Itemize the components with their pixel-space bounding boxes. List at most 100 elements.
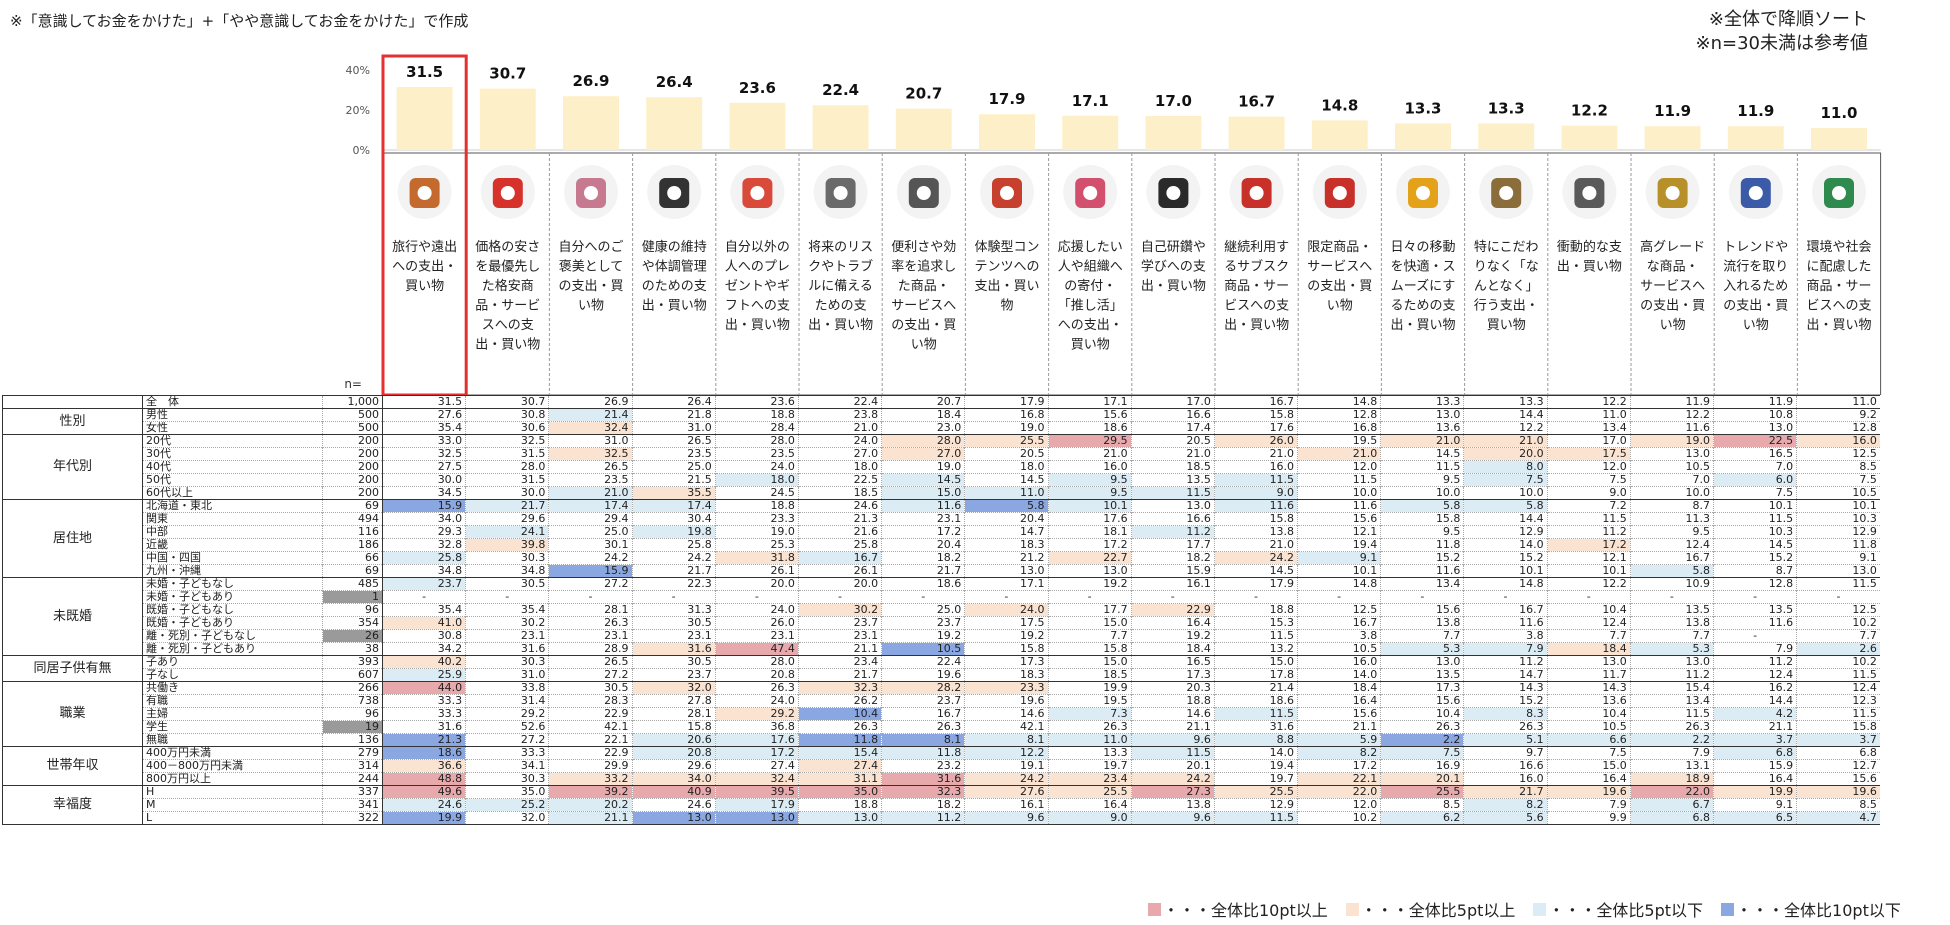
- table-cell: 16.5: [1130, 655, 1215, 669]
- table-cell: 35.0: [797, 785, 882, 799]
- table-cell: 16.4: [1297, 694, 1381, 708]
- category-label: 買い物: [1071, 338, 1110, 353]
- row-label: 北海道・東北: [142, 499, 323, 513]
- category-label: 人へのプレ: [725, 260, 790, 275]
- table-cell: -: [1712, 590, 1797, 604]
- table-cell: 7.0: [1712, 460, 1797, 474]
- table-cell: 18.3: [964, 668, 1048, 682]
- table-cell: 18.2: [881, 551, 965, 565]
- table-cell: 23.1: [548, 629, 633, 643]
- table-cell: 23.7: [881, 616, 965, 630]
- table-cell: 12.5: [1297, 603, 1381, 617]
- table-cell: 23.5: [714, 447, 799, 461]
- table-cell: 11.0: [1796, 395, 1880, 409]
- table-cell: 16.0: [1297, 655, 1381, 669]
- table-cell: 10.0: [1380, 486, 1464, 500]
- note-sort: ※全体で降順ソート: [1708, 9, 1868, 30]
- table-cell: 21.1: [1712, 720, 1797, 734]
- table-cell: 7.5: [1796, 473, 1880, 487]
- table-cell: 2.2: [1629, 733, 1714, 747]
- table-cell: 27.0: [881, 447, 965, 461]
- table-cell: 30.2: [465, 616, 549, 630]
- category-label: 出・買い物: [642, 299, 707, 314]
- row-label: 50代: [142, 473, 323, 487]
- table-cell: 21.0: [1213, 447, 1298, 461]
- sample-size: 500: [322, 421, 383, 435]
- table-cell: 24.2: [1130, 772, 1215, 786]
- bar: [1311, 120, 1368, 150]
- table-cell: 12.2: [964, 746, 1048, 760]
- table-cell: 12.0: [1297, 460, 1381, 474]
- table-cell: 21.3: [797, 512, 882, 526]
- table-cell: 18.6: [1213, 694, 1298, 708]
- category-label: 限定商品・: [1307, 240, 1372, 255]
- table-cell: 19.2: [1130, 629, 1215, 643]
- table-cell: 8.3: [1463, 707, 1548, 721]
- table-cell: 18.8: [1213, 603, 1298, 617]
- category-label: 行う支出・: [1474, 299, 1539, 314]
- table-cell: 13.0: [1629, 447, 1714, 461]
- table-cell: 42.1: [964, 720, 1048, 734]
- table-cell: 19.7: [1213, 772, 1298, 786]
- table-cell: 14.5: [881, 473, 965, 487]
- table-cell: 20.8: [714, 668, 799, 682]
- category-label: 環境や社会: [1806, 239, 1871, 255]
- table-cell: 12.4: [1629, 538, 1714, 552]
- table-cell: 14.8: [1297, 577, 1381, 591]
- table-cell: -: [797, 590, 882, 604]
- legend-swatch: [1148, 902, 1161, 916]
- table-cell: 15.8: [1796, 720, 1880, 734]
- table-cell: 11.5: [1297, 473, 1381, 487]
- table-cell: 5.1: [1463, 733, 1548, 747]
- table-cell: 14.5: [964, 473, 1048, 487]
- table-cell: 24.1: [465, 525, 549, 539]
- table-cell: 7.3: [1047, 707, 1132, 721]
- table-cell: 26.3: [714, 681, 799, 695]
- table-cell: 19.1: [964, 759, 1048, 773]
- table-cell: 12.5: [1796, 447, 1880, 461]
- table-cell: 11.7: [1546, 668, 1631, 682]
- category-label: んとなく」: [1474, 279, 1539, 294]
- table-cell: 21.1: [548, 811, 633, 825]
- table-cell: 9.1: [1297, 551, 1381, 565]
- sample-size: 485: [322, 577, 383, 591]
- table-cell: 9.1: [1796, 551, 1880, 565]
- table-cell: 13.8: [1629, 616, 1714, 630]
- category-label: 学びへの支: [1141, 259, 1206, 275]
- row-label: 全 体: [142, 395, 323, 409]
- table-cell: 19.4: [1297, 538, 1381, 552]
- table-cell: 11.5: [1629, 707, 1714, 721]
- table-cell: -: [964, 590, 1048, 604]
- sample-size: 69: [322, 499, 383, 513]
- table-cell: 14.4: [1712, 694, 1797, 708]
- table-cell: 8.0: [1463, 460, 1548, 474]
- table-cell: 14.4: [1463, 512, 1548, 526]
- table-cell: 15.9: [381, 499, 466, 513]
- bar: [729, 102, 786, 150]
- table-cell: 16.0: [1796, 434, 1880, 448]
- table-cell: 8.2: [1297, 746, 1381, 760]
- table-cell: 17.4: [548, 499, 633, 513]
- table-cell: 20.4: [881, 538, 965, 552]
- table-cell: 7.7: [1047, 629, 1132, 643]
- table-cell: 12.2: [1463, 421, 1548, 435]
- table-cell: 13.0: [1629, 655, 1714, 669]
- row-label: 学生: [142, 720, 323, 734]
- sample-size: 200: [322, 434, 383, 448]
- table-cell: 21.5: [631, 473, 716, 487]
- table-cell: 19.9: [1047, 681, 1132, 695]
- table-cell: 21.0: [1297, 447, 1381, 461]
- table-cell: 39.2: [548, 785, 633, 799]
- table-cell: 42.1: [548, 720, 633, 734]
- legend-swatch: [1533, 902, 1547, 916]
- table-cell: 13.3: [1463, 395, 1548, 409]
- table-cell: 30.1: [548, 538, 633, 552]
- data-label: 17.0: [1155, 92, 1192, 110]
- table-cell: 30.0: [465, 486, 549, 500]
- legend: ・・・全体比10pt以上 ・・・全体比5pt以上 ・・・全体比5pt以下 ・・・全体比…: [1148, 897, 1901, 921]
- table-cell: -: [1297, 590, 1381, 604]
- sample-size: 500: [322, 408, 383, 422]
- table-cell: 12.2: [1629, 408, 1714, 422]
- table-cell: 10.4: [1380, 707, 1464, 721]
- table-cell: 15.2: [1380, 551, 1464, 565]
